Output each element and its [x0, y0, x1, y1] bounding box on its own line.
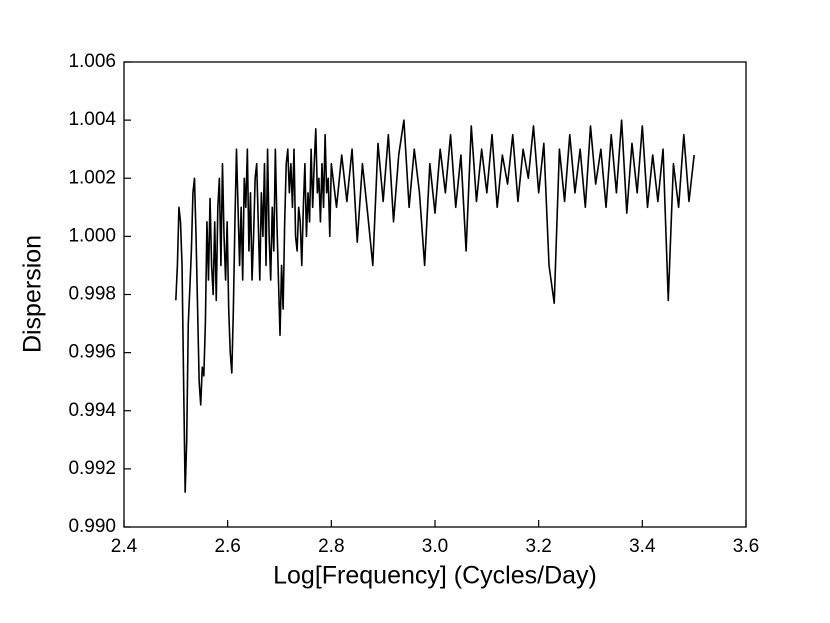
y-tick-label: 0.996 — [68, 342, 116, 363]
x-tick-label: 3.4 — [629, 536, 656, 557]
plot-frame — [123, 61, 747, 528]
y-axis-label: Dispersion — [19, 235, 47, 353]
y-tick-label: 1.002 — [68, 167, 116, 188]
y-tick-label: 0.992 — [68, 458, 116, 479]
x-tick-label: 2.4 — [111, 536, 138, 557]
x-axis-label: Log[Frequency] (Cycles/Day) — [273, 562, 597, 590]
y-tick-label: 0.998 — [68, 284, 116, 305]
y-tick-label: 1.006 — [68, 51, 116, 72]
x-tick-label: 2.8 — [318, 536, 344, 557]
y-tick-label: 1.000 — [68, 225, 116, 246]
data-line — [175, 119, 695, 493]
x-tick-label: 3.6 — [733, 536, 759, 557]
x-tick-label: 2.6 — [214, 536, 240, 557]
x-tick-label: 3.0 — [422, 536, 448, 557]
y-tick-label: 1.004 — [68, 109, 116, 130]
y-tick-label: 0.990 — [68, 516, 116, 537]
x-tick-label: 3.2 — [525, 536, 551, 557]
y-tick-label: 0.994 — [68, 400, 116, 421]
